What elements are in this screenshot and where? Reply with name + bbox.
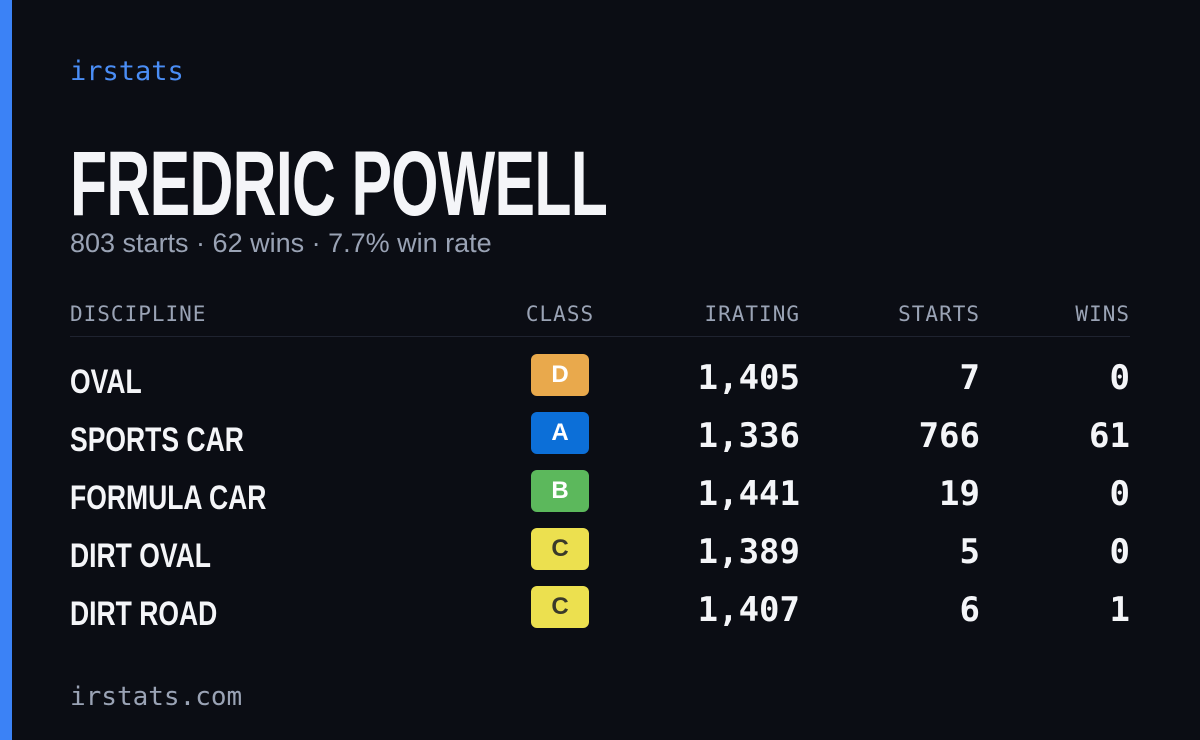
header-rule: [70, 336, 1130, 337]
stat-value: 61: [1089, 416, 1130, 456]
stat-value: 766: [918, 416, 980, 456]
class-badge: A: [531, 412, 589, 454]
stat-value: 1,389: [697, 532, 800, 572]
discipline: FORMULA CAR: [70, 479, 267, 517]
column-header: CLASS: [525, 302, 595, 326]
driver-name: FREDRIC POWELL: [70, 133, 608, 235]
stat-value: 1: [1109, 590, 1130, 630]
column-header: DISCIPLINE: [70, 302, 207, 326]
brand: irstats: [70, 56, 184, 87]
stat-value: 1,407: [697, 590, 800, 630]
stat-value: 0: [1109, 358, 1130, 398]
stat-value: 5: [959, 532, 980, 572]
discipline: DIRT OVAL: [70, 537, 211, 575]
footer: irstats.com: [70, 682, 243, 712]
class-badge: C: [531, 586, 589, 628]
class-badge: C: [531, 528, 589, 570]
stat-value: 0: [1109, 532, 1130, 572]
class-badge: D: [531, 354, 589, 396]
stat-value: 6: [959, 590, 980, 630]
stat-value: 1,405: [697, 358, 800, 398]
stat-value: 1,441: [697, 474, 800, 514]
accent-stripe: [0, 0, 12, 740]
stat-value: 19: [939, 474, 980, 514]
discipline: OVAL: [70, 363, 142, 401]
stat-value: 7: [959, 358, 980, 398]
stat-value: 0: [1109, 474, 1130, 514]
driver-summary: 803 starts · 62 wins · 7.7% win rate: [70, 228, 492, 258]
column-header: STARTS: [898, 302, 980, 326]
column-header: IRATING: [704, 302, 800, 326]
column-header: WINS: [1075, 302, 1130, 326]
discipline: SPORTS CAR: [70, 421, 244, 459]
discipline: DIRT ROAD: [70, 595, 218, 633]
stat-value: 1,336: [697, 416, 800, 456]
class-badge: B: [531, 470, 589, 512]
